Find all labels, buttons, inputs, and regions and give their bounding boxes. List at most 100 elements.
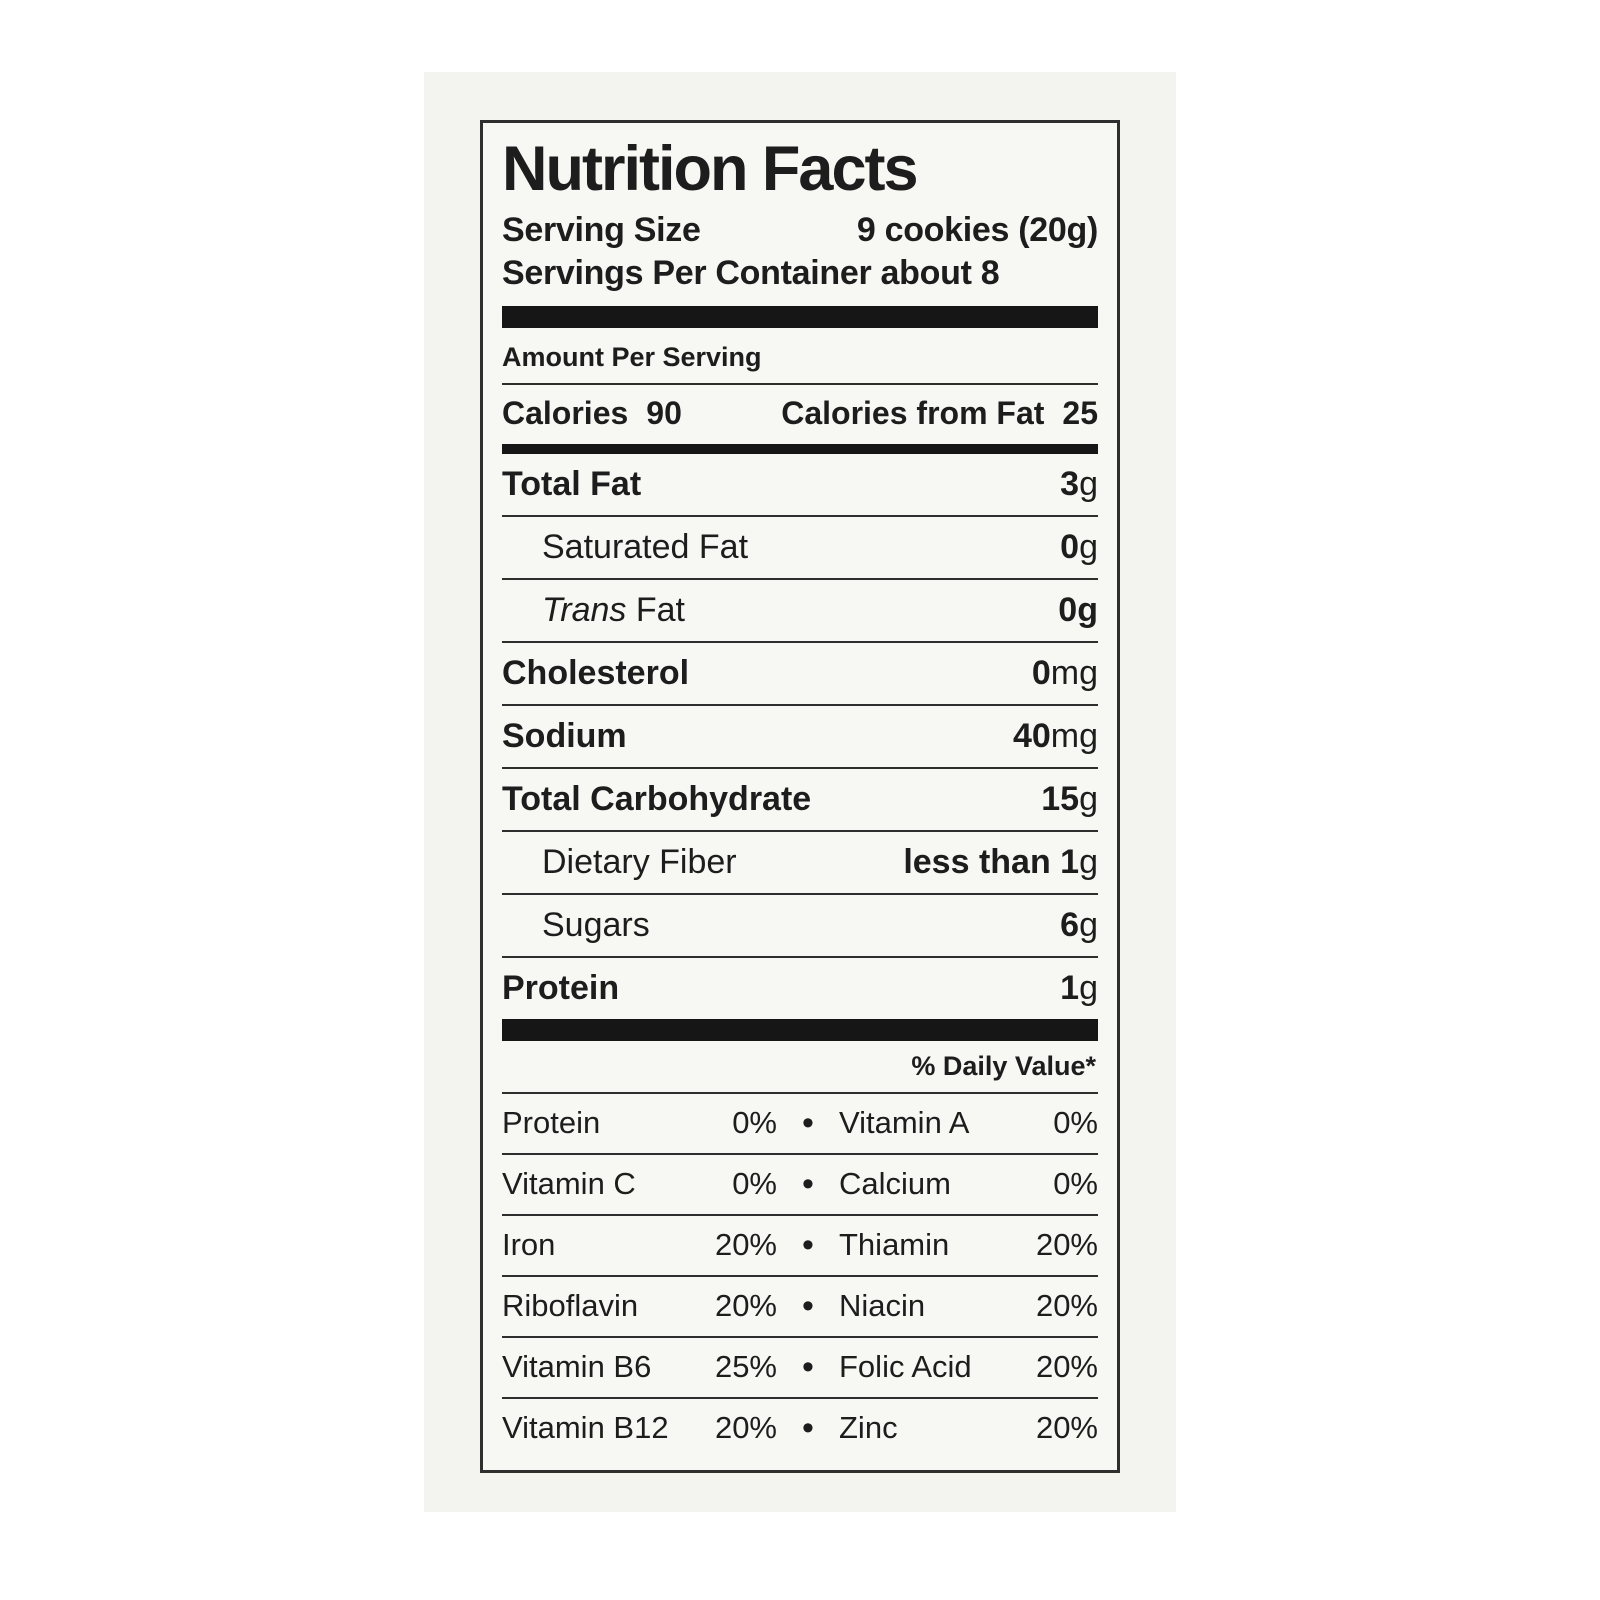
cholesterol-unit: mg xyxy=(1050,653,1098,692)
separator-bar-bottom xyxy=(502,1018,1098,1041)
total-carbohydrate-amount: 15 xyxy=(1041,779,1080,818)
row-saturated-fat: Saturated Fat 0g xyxy=(502,517,1098,580)
trans-fat-label-italic: Trans xyxy=(542,590,636,629)
vitamin-left-name: Iron xyxy=(502,1227,556,1263)
vitamin-left-name: Vitamin C xyxy=(502,1166,636,1202)
protein-unit: g xyxy=(1079,968,1098,1007)
row-sugars: Sugars 6g xyxy=(502,895,1098,958)
total-fat-label: Total Fat xyxy=(502,464,642,503)
vitamin-right-value: 20% xyxy=(1035,1227,1098,1263)
total-carbohydrate-value: 15g xyxy=(1041,780,1098,819)
vitamin-right-name: Vitamin A xyxy=(839,1105,970,1141)
row-total-fat: Total Fat 3g xyxy=(502,454,1098,517)
saturated-fat-label: Saturated Fat xyxy=(542,527,749,566)
vitamin-left-value: 20% xyxy=(714,1410,777,1446)
bullet-icon: • xyxy=(802,1347,814,1386)
vitamin-right-name: Niacin xyxy=(839,1288,926,1324)
separator-bar-top xyxy=(502,305,1098,328)
sodium-amount: 40 xyxy=(1012,716,1051,755)
serving-size-row: Serving Size 9 cookies (20g) xyxy=(502,209,1098,253)
row-dietary-fiber: Dietary Fiber less than 1g xyxy=(502,832,1098,895)
total-fat-amount: 3 xyxy=(1060,464,1080,503)
sodium-unit: mg xyxy=(1050,716,1098,755)
vitamin-left-name: Vitamin B12 xyxy=(502,1410,669,1446)
vitamin-right-value: 0% xyxy=(1053,1105,1098,1141)
sugars-label: Sugars xyxy=(542,905,650,944)
vitamin-right-value: 0% xyxy=(1053,1166,1098,1202)
calories-row: Calories 90 Calories from Fat 25 xyxy=(502,385,1098,444)
dietary-fiber-label: Dietary Fiber xyxy=(542,842,737,881)
row-trans-fat: Trans Fat 0g xyxy=(502,580,1098,643)
protein-amount: 1 xyxy=(1060,968,1080,1007)
bullet-icon: • xyxy=(802,1103,814,1142)
vitamin-left-name: Riboflavin xyxy=(502,1288,639,1324)
serving-size-label: Serving Size xyxy=(502,210,701,249)
dietary-fiber-amount: less than 1 xyxy=(903,842,1080,881)
sugars-value: 6g xyxy=(1060,906,1098,945)
servings-per-container: Servings Per Container about 8 xyxy=(502,254,1000,293)
sugars-amount: 6 xyxy=(1060,905,1080,944)
trans-fat-amount: 0 xyxy=(1058,590,1078,629)
vitamin-right-name: Zinc xyxy=(839,1410,898,1446)
separator-bar-calories xyxy=(502,443,1098,454)
saturated-fat-unit: g xyxy=(1079,527,1098,566)
row-sodium: Sodium 40mg xyxy=(502,706,1098,769)
vitamin-row-2: Vitamin C 0% • Calcium 0% xyxy=(502,1155,1098,1216)
vitamin-left-name: Vitamin B6 xyxy=(502,1349,652,1385)
product-photo-background: Nutrition Facts Serving Size 9 cookies (… xyxy=(424,72,1176,1512)
vitamin-left-value: 20% xyxy=(714,1227,777,1263)
serving-size-value: 9 cookies (20g) xyxy=(856,210,1098,249)
vitamin-row-6: Vitamin B12 20% • Zinc 20% xyxy=(502,1399,1098,1458)
cholesterol-value: 0mg xyxy=(1032,654,1098,693)
row-cholesterol: Cholesterol 0mg xyxy=(502,643,1098,706)
amount-per-serving-heading: Amount Per Serving xyxy=(502,340,1098,385)
vitamin-right-value: 20% xyxy=(1035,1349,1098,1385)
vitamin-left-value: 0% xyxy=(732,1166,777,1202)
trans-fat-label: Trans Fat xyxy=(502,591,685,630)
saturated-fat-amount: 0 xyxy=(1060,527,1080,566)
total-fat-unit: g xyxy=(1079,464,1098,503)
calories-group: Calories 90 xyxy=(502,395,682,432)
saturated-fat-value: 0g xyxy=(1060,528,1098,567)
dietary-fiber-unit: g xyxy=(1079,842,1098,881)
sodium-value: 40mg xyxy=(1013,717,1098,756)
calories-from-fat-group: Calories from Fat 25 xyxy=(781,395,1098,432)
vitamin-right-value: 20% xyxy=(1035,1288,1098,1324)
calories-value: 90 xyxy=(646,394,682,431)
nutrition-facts-label: Nutrition Facts Serving Size 9 cookies (… xyxy=(480,120,1120,1473)
trans-fat-label-rest: Fat xyxy=(635,590,685,629)
vitamin-right-name: Folic Acid xyxy=(839,1349,972,1385)
bullet-icon: • xyxy=(802,1286,814,1325)
vitamin-right-value: 20% xyxy=(1035,1410,1098,1446)
cholesterol-amount: 0 xyxy=(1031,653,1051,692)
cholesterol-label: Cholesterol xyxy=(502,653,690,692)
vitamin-right-name: Calcium xyxy=(839,1166,951,1202)
vitamin-left-value: 25% xyxy=(714,1349,777,1385)
sugars-unit: g xyxy=(1079,905,1098,944)
bullet-icon: • xyxy=(802,1225,814,1264)
vitamin-row-1: Protein 0% • Vitamin A 0% xyxy=(502,1094,1098,1155)
bullet-icon: • xyxy=(802,1164,814,1203)
vitamin-left-value: 20% xyxy=(714,1288,777,1324)
vitamin-row-5: Vitamin B6 25% • Folic Acid 20% xyxy=(502,1338,1098,1399)
protein-value: 1g xyxy=(1060,969,1098,1008)
calories-from-fat-label: Calories from Fat xyxy=(781,394,1045,431)
vitamin-right-name: Thiamin xyxy=(839,1227,950,1263)
trans-fat-unit: g xyxy=(1077,590,1098,629)
dietary-fiber-value: less than 1g xyxy=(903,843,1098,882)
daily-value-heading: % Daily Value* xyxy=(502,1041,1098,1094)
calories-label: Calories xyxy=(502,394,629,431)
vitamin-left-value: 0% xyxy=(732,1105,777,1141)
total-carbohydrate-label: Total Carbohydrate xyxy=(502,779,812,818)
bullet-icon: • xyxy=(802,1408,814,1447)
protein-label: Protein xyxy=(502,968,620,1007)
sodium-label: Sodium xyxy=(502,716,627,755)
vitamin-row-3: Iron 20% • Thiamin 20% xyxy=(502,1216,1098,1277)
nutrition-facts-title: Nutrition Facts xyxy=(502,134,919,204)
row-protein: Protein 1g xyxy=(502,958,1098,1019)
total-fat-value: 3g xyxy=(1060,465,1098,504)
trans-fat-value: 0g xyxy=(1058,591,1098,630)
calories-from-fat-value: 25 xyxy=(1062,394,1098,431)
vitamin-left-name: Protein xyxy=(502,1105,601,1141)
total-carbohydrate-unit: g xyxy=(1079,779,1098,818)
